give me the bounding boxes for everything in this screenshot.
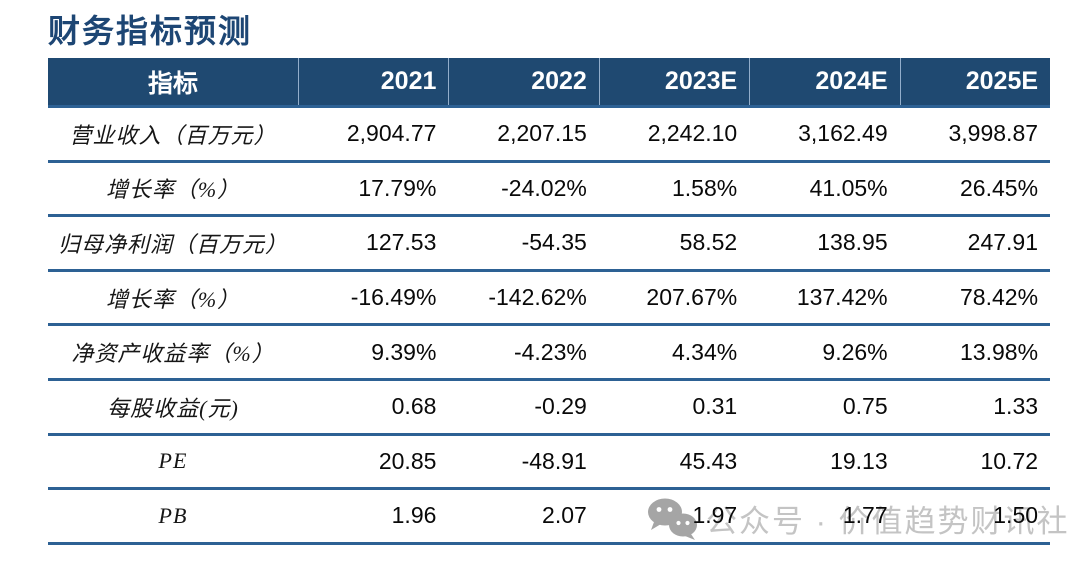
row-value: -48.91 <box>521 447 587 474</box>
table-row: 每股收益(元) 0.68 -0.29 0.31 0.75 1.33 <box>48 381 1050 436</box>
row-value: 13.98% <box>960 338 1039 365</box>
table-row: 归母净利润（百万元） 127.53 -54.35 58.52 138.95 24… <box>48 217 1050 272</box>
table-row: PE 20.85 -48.91 45.43 19.13 10.72 <box>48 436 1050 491</box>
row-value: 138.95 <box>817 229 888 256</box>
row-value: 4.34% <box>672 338 738 365</box>
row-value: -16.49% <box>350 284 437 311</box>
row-label: 净资产收益率（%） <box>71 341 275 367</box>
row-label: 营业收入（百万元） <box>69 122 277 148</box>
row-value: 2,904.77 <box>346 120 437 147</box>
row-value: 3,998.87 <box>948 120 1039 147</box>
row-value: 9.39% <box>371 338 437 365</box>
row-value: 1.97 <box>692 502 738 529</box>
financial-forecast-table: 指标 2021 2022 2023E 2024E 2025E 营业收入（百万元）… <box>48 58 1050 545</box>
wechat-icon <box>648 498 697 540</box>
row-value: 58.52 <box>679 229 738 256</box>
row-value: 10.72 <box>980 447 1039 474</box>
row-value: 1.33 <box>993 393 1039 420</box>
row-label: 增长率（%） <box>105 177 241 203</box>
row-label: 增长率（%） <box>105 286 241 312</box>
row-value: 78.42% <box>960 284 1039 311</box>
watermark-text: 公众号 · 价值趋势财讯社 <box>706 504 1070 539</box>
row-value: 0.75 <box>842 393 888 420</box>
row-value: 2.07 <box>542 502 587 529</box>
row-value: 0.68 <box>391 393 437 420</box>
column-header-2025e: 2025E <box>899 58 1050 105</box>
row-value: 3,162.49 <box>798 120 888 147</box>
row-label: PB <box>158 502 188 528</box>
watermark: 公众号 · 价值趋势财讯社 <box>644 496 1070 541</box>
row-value: -142.62% <box>488 284 587 311</box>
row-label: 每股收益(元) <box>107 395 239 421</box>
row-value: 41.05% <box>809 174 888 201</box>
table-body: 营业收入（百万元） 2,904.77 2,207.15 2,242.10 3,1… <box>48 108 1050 545</box>
row-value: -24.02% <box>501 174 587 201</box>
column-header-2022: 2022 <box>448 58 598 105</box>
row-value: 1.50 <box>993 502 1039 529</box>
row-value: -4.23% <box>513 338 587 365</box>
row-value: 137.42% <box>796 284 888 311</box>
row-value: 45.43 <box>679 447 738 474</box>
row-value: 1.58% <box>672 174 738 201</box>
row-value: 207.67% <box>646 284 738 311</box>
row-value: 2,207.15 <box>497 120 587 147</box>
row-value: 9.26% <box>822 338 888 365</box>
row-value: 1.77 <box>842 502 888 529</box>
row-value: 247.91 <box>967 229 1039 256</box>
table-row: 净资产收益率（%） 9.39% -4.23% 4.34% 9.26% 13.98… <box>48 326 1050 381</box>
row-value: 0.31 <box>692 393 738 420</box>
row-value: 17.79% <box>358 174 437 201</box>
table-row: 增长率（%） -16.49% -142.62% 207.67% 137.42% … <box>48 272 1050 327</box>
row-value: 26.45% <box>960 174 1039 201</box>
row-value: 19.13 <box>830 447 888 474</box>
row-value: 2,242.10 <box>647 120 738 147</box>
table-row: 增长率（%） 17.79% -24.02% 1.58% 41.05% 26.45… <box>48 163 1050 218</box>
row-value: 20.85 <box>378 447 437 474</box>
row-label: 归母净利润（百万元） <box>57 231 288 257</box>
row-label: PE <box>158 448 188 474</box>
column-header-2024e: 2024E <box>749 58 899 105</box>
table-row: 营业收入（百万元） 2,904.77 2,207.15 2,242.10 3,1… <box>48 108 1050 163</box>
row-value: 1.96 <box>391 502 437 529</box>
row-value: -54.35 <box>521 229 587 256</box>
row-value: 127.53 <box>366 229 437 256</box>
column-header-2021: 2021 <box>298 58 448 105</box>
table-row: PB 1.96 2.07 1.97 1.77 1.50 <box>48 490 1050 545</box>
column-header-2023e: 2023E <box>598 58 749 105</box>
column-header-indicator: 指标 <box>147 69 198 98</box>
table-header-row: 指标 2021 2022 2023E 2024E 2025E <box>48 58 1050 108</box>
page-title: 财务指标预测 <box>48 13 253 49</box>
row-value: -0.29 <box>534 393 587 420</box>
